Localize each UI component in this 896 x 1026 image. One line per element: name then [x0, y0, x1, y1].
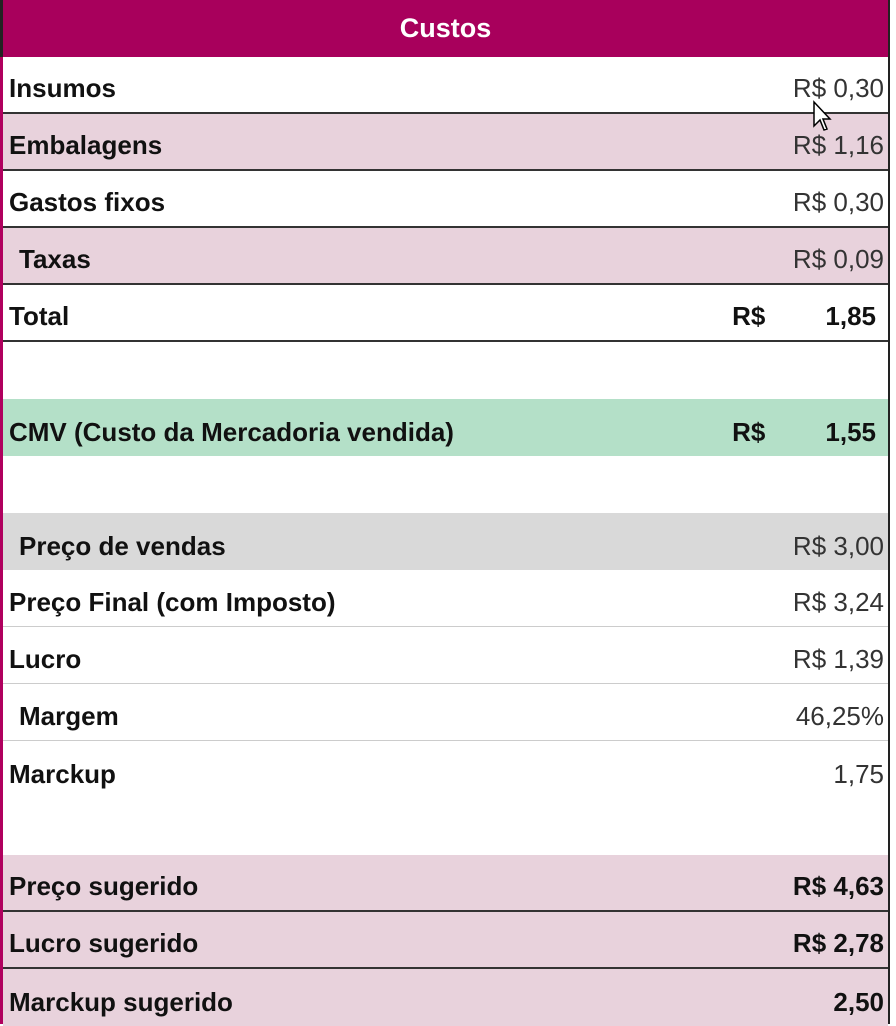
row-embalagens[interactable]: Embalagens R$ 1,16 [3, 114, 888, 171]
total-currency: R$ [732, 301, 766, 331]
row-value[interactable]: 2,50 [833, 987, 884, 1017]
row-value[interactable]: R$ 1,39 [792, 644, 884, 674]
cmv-value[interactable]: 1,55 [825, 417, 876, 447]
row-lucro-sugerido[interactable]: Lucro sugerido R$ 2,78 [3, 912, 888, 969]
row-label: Marckup sugerido [9, 987, 233, 1017]
row-marckup-sugerido[interactable]: Marckup sugerido 2,50 [3, 969, 888, 1026]
row-gastos-fixos[interactable]: Gastos fixos R$ 0,30 [3, 171, 888, 228]
row-cmv[interactable]: CMV (Custo da Mercadoria vendida) R$ 1,55 [3, 399, 888, 456]
row-preco-de-vendas[interactable]: Preço de vendas R$ 3,00 [3, 513, 888, 570]
row-value[interactable]: R$ 0,09 [792, 244, 884, 274]
row-value[interactable]: R$ 3,24 [792, 587, 884, 617]
row-value[interactable]: R$ 0,30 [792, 187, 884, 217]
row-total[interactable]: Total R$ 1,85 [3, 285, 888, 342]
row-label: Embalagens [9, 130, 163, 160]
empty-row[interactable] [3, 456, 888, 513]
row-label: CMV (Custo da Mercadoria vendida) [9, 417, 454, 447]
row-value[interactable]: R$ 0,30 [792, 73, 884, 103]
row-taxas[interactable]: Taxas R$ 0,09 [3, 228, 888, 285]
row-marckup[interactable]: Marckup 1,75 [3, 741, 888, 798]
row-label: Margem [19, 701, 119, 731]
row-label: Preço de vendas [19, 531, 226, 561]
row-label: Preço sugerido [9, 871, 199, 901]
header-custos: Custos [0, 0, 888, 57]
row-label: Taxas [19, 244, 91, 274]
cmv-currency: R$ [732, 417, 766, 447]
row-value[interactable]: R$ 1,16 [792, 130, 884, 160]
row-label: Insumos [9, 73, 116, 103]
row-value[interactable]: 1,75 [833, 759, 884, 789]
row-value[interactable]: R$ 2,78 [792, 928, 884, 958]
row-value[interactable]: R$ 4,63 [792, 871, 884, 901]
row-label: Lucro [9, 644, 82, 674]
empty-row[interactable] [3, 798, 888, 855]
row-label: Gastos fixos [9, 187, 166, 217]
row-lucro[interactable]: Lucro R$ 1,39 [3, 627, 888, 684]
empty-row[interactable] [3, 342, 888, 399]
row-label: Total [9, 301, 70, 331]
row-label: Marckup [9, 759, 116, 789]
row-preco-sugerido[interactable]: Preço sugerido R$ 4,63 [3, 855, 888, 912]
mouse-pointer-icon [813, 100, 832, 131]
row-label: Lucro sugerido [9, 928, 199, 958]
row-preco-final[interactable]: Preço Final (com Imposto) R$ 3,24 [3, 570, 888, 627]
row-value[interactable]: 46,25% [795, 701, 884, 731]
row-margem[interactable]: Margem 46,25% [3, 684, 888, 741]
row-insumos[interactable]: Insumos R$ 0,30 [3, 57, 888, 114]
total-value[interactable]: 1,85 [825, 301, 876, 331]
row-value[interactable]: R$ 3,00 [792, 531, 884, 561]
row-label: Preço Final (com Imposto) [9, 587, 336, 617]
